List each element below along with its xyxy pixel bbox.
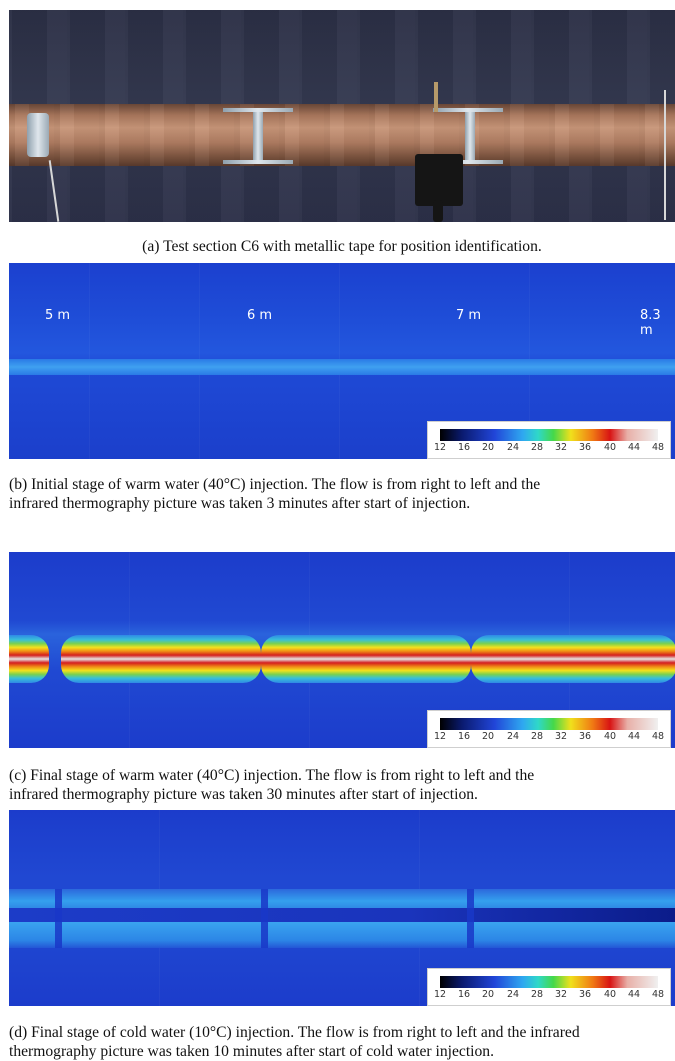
wire [49, 160, 60, 222]
pipe-trace-core [9, 908, 675, 922]
heated-pipe-segment [261, 635, 471, 683]
position-label-8-3m: 8.3 m [640, 308, 675, 338]
temperature-colorbar: 12 16 20 24 28 32 36 40 44 48 [427, 421, 671, 459]
pipe-trace-bottom [9, 922, 675, 948]
thermal-image-initial-warm: 5 m 6 m 7 m 8.3 m 12 16 20 24 28 32 36 4… [9, 263, 675, 459]
metallic-tape [223, 160, 293, 164]
pipe-trace-top [9, 889, 675, 909]
position-label-7m: 7 m [456, 308, 481, 323]
position-label-6m: 6 m [247, 308, 272, 323]
metallic-tape [253, 108, 263, 164]
temperature-colorbar: 12 16 20 24 28 32 36 40 44 48 [427, 968, 671, 1006]
caption-b-line1: (b) Initial stage of warm water (40°C) i… [9, 475, 675, 494]
pipe-joint [467, 889, 474, 948]
thermal-image-final-cold: 12 16 20 24 28 32 36 40 44 48 [9, 810, 675, 1006]
caption-a: (a) Test section C6 with metallic tape f… [9, 237, 675, 256]
pipe-joint [55, 889, 62, 948]
caption-d-line2: thermography picture was taken 10 minute… [9, 1042, 675, 1061]
heated-pipe-segment [61, 635, 261, 683]
metallic-tape [223, 108, 293, 112]
pipe-joint [261, 889, 268, 948]
caption-c-line2: infrared thermography picture was taken … [9, 785, 675, 804]
pipe [9, 104, 675, 166]
support-clamp [415, 154, 463, 206]
caption-b-line2: infrared thermography picture was taken … [9, 494, 675, 513]
position-label-5m: 5 m [45, 308, 70, 323]
caption-d-line1: (d) Final stage of cold water (10°C) inj… [9, 1023, 675, 1042]
support-stand [433, 200, 443, 222]
pipe-trace [9, 359, 675, 375]
heated-pipe-segment [471, 635, 675, 683]
caption-c-line1: (c) Final stage of warm water (40°C) inj… [9, 766, 675, 785]
thermal-image-final-warm: 12 16 20 24 28 32 36 40 44 48 [9, 552, 675, 748]
metallic-tape [27, 113, 49, 157]
wire [664, 90, 666, 220]
metallic-tape [465, 108, 475, 164]
metallic-tape [433, 108, 503, 112]
heated-pipe-segment [9, 635, 49, 683]
test-section-photo [9, 10, 675, 222]
temperature-colorbar: 12 16 20 24 28 32 36 40 44 48 [427, 710, 671, 748]
support-post [434, 82, 438, 112]
